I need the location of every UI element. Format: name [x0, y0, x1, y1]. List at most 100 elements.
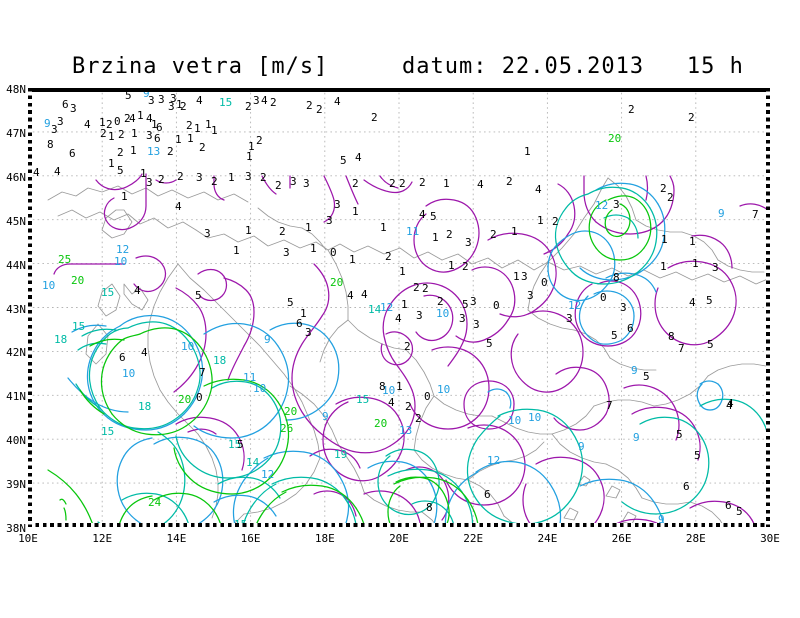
station-value: 2 [446, 228, 453, 241]
station-value: 2 [260, 171, 267, 184]
station-value: 2 [399, 177, 406, 190]
y-tick-label: 46N [6, 170, 26, 184]
station-value: 20 [284, 405, 298, 418]
station-value: 3 [613, 198, 620, 211]
station-value: 8 [379, 380, 386, 393]
station-value: 2 [117, 146, 124, 159]
station-value: 4 [334, 95, 341, 108]
station-value: 9 [322, 410, 329, 423]
station-value: 8 [426, 501, 433, 514]
station-value: 15 [72, 320, 86, 333]
station-value: 1 [108, 130, 115, 143]
station-value: 3 [521, 270, 528, 283]
station-value: 4 [477, 178, 484, 191]
chart-date-title: datum: 22.05.2013 15 h [402, 54, 744, 79]
station-value: 3 [290, 175, 297, 188]
station-value: 1 [130, 144, 137, 157]
station-value: 3 [253, 94, 260, 107]
station-value: 10 [181, 340, 195, 353]
station-value: 1 [300, 307, 307, 320]
station-value: 1 [205, 118, 212, 131]
station-value: 5 [462, 298, 469, 311]
station-value: 3 [303, 177, 310, 190]
station-value: 9 [44, 117, 51, 130]
station-value: 8 [668, 330, 675, 343]
station-value: 18 [54, 333, 68, 346]
station-value: 1 [137, 109, 144, 122]
x-tick-label: 28E [685, 532, 706, 545]
station-value: 1 [99, 116, 106, 129]
station-value: 8 [47, 138, 54, 151]
y-tick-label: 40N [6, 434, 26, 448]
station-value: 5 [486, 337, 493, 350]
x-tick-label: 14E [166, 532, 187, 545]
station-value: 24 [148, 496, 162, 509]
y-tick-label: 45N [6, 214, 26, 228]
station-value: 2 [419, 176, 426, 189]
station-value: 3 [527, 289, 534, 302]
station-value: 15 [101, 425, 115, 438]
station-value: 2 [270, 96, 277, 109]
station-value: 4 [535, 183, 542, 196]
station-value: 2 [180, 100, 187, 113]
station-value: 3 [465, 236, 472, 249]
station-value: 3 [51, 123, 58, 136]
station-value: 2 [385, 250, 392, 263]
station-value: 13 [399, 424, 413, 437]
x-tick-label: 22E [463, 532, 484, 545]
station-value: 2 [437, 295, 444, 308]
station-value: 2 [667, 191, 674, 204]
station-value: 1 [692, 257, 699, 270]
y-tick-label: 47N [6, 126, 26, 140]
station-value: 3 [459, 312, 466, 325]
x-tick-label: 30E [760, 532, 780, 545]
x-tick-label: 18E [314, 532, 335, 545]
station-value: 1 [349, 253, 356, 266]
station-value: 2 [660, 182, 667, 195]
station-value: 3 [204, 227, 211, 240]
station-value: 4 [129, 112, 136, 125]
station-value: 18 [213, 354, 227, 367]
station-value: 3 [473, 318, 480, 331]
station-value: 1 [443, 177, 450, 190]
station-value: 11 [243, 371, 257, 384]
station-value: 2 [506, 175, 513, 188]
station-value: 3 [148, 94, 155, 107]
station-value: 2 [118, 128, 125, 141]
station-value: 1 [524, 145, 531, 158]
station-value: 0 [196, 391, 203, 404]
y-tick-label: 48N [6, 83, 26, 96]
station-value: 5 [237, 438, 244, 451]
station-value: 4 [134, 284, 141, 297]
station-value: 1 [661, 233, 668, 246]
station-value: 7 [199, 366, 206, 379]
station-value: 2 [389, 177, 396, 190]
axis-rail-left [28, 88, 32, 527]
station-value: 1 [396, 380, 403, 393]
x-tick-label: 26E [611, 532, 632, 545]
station-value: 20 [608, 132, 622, 145]
station-value: 5 [736, 505, 743, 518]
station-value: 7 [678, 342, 685, 355]
station-value: 4 [141, 346, 148, 359]
map-plot-area: 6 3 5 9 3 3 3 1 3 2 4 15 2 3 4 2 2 2 4 2 1 2 20 2 9 3 3 8 4 1 2 0 2 4 1 4 1 6… [28, 88, 770, 527]
station-value: 10 [253, 382, 267, 395]
station-value: 9 [631, 364, 638, 377]
station-value: 9 [264, 333, 271, 346]
station-value: 0 [493, 299, 500, 312]
station-value: 1 [432, 231, 439, 244]
station-value: 10 [382, 384, 396, 397]
station-value: 2 [275, 179, 282, 192]
station-value: 2 [256, 134, 263, 147]
station-value: 1 [194, 122, 201, 135]
station-value: 3 [566, 312, 573, 325]
station-value: 0 [600, 291, 607, 304]
station-value: 1 [245, 224, 252, 237]
station-value: 4 [727, 397, 734, 410]
station-value: 2 [552, 215, 559, 228]
station-value: 1 [689, 235, 696, 248]
station-value: 7 [752, 208, 759, 221]
station-value: 12 [380, 301, 394, 314]
station-value: 5 [707, 338, 714, 351]
